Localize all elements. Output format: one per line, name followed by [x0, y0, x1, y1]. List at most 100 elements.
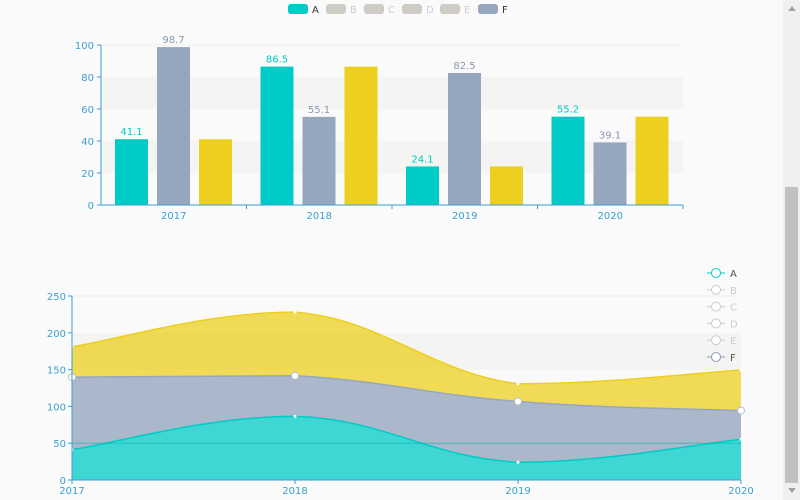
grid-band	[101, 141, 683, 173]
grid-band	[101, 109, 683, 141]
bar-a-2019[interactable]	[406, 166, 439, 205]
bar-data-label: 24.1	[411, 154, 433, 165]
legend-swatch-a	[288, 4, 308, 14]
legend-item-c[interactable]: C	[707, 301, 737, 314]
bar-f-2019[interactable]	[448, 73, 481, 205]
data-point[interactable]	[516, 460, 520, 464]
bar-chart: 41.1 86.5 24.1 55.2 98.7 55.1 82.5 39.1 0 20 40 60 8…	[75, 35, 684, 222]
bar-f-2020[interactable]	[593, 142, 627, 205]
x-tick-label: 2017	[59, 486, 84, 497]
legend-swatch-f	[478, 4, 498, 14]
legend-label: D	[730, 319, 738, 330]
y-tick-label: 0	[60, 476, 66, 487]
data-point[interactable]	[291, 371, 299, 380]
legend-circle-icon	[711, 301, 721, 312]
y-tick-label: 60	[81, 105, 94, 116]
y-tick-label: 80	[81, 73, 94, 84]
bar-data-label: 86.5	[266, 55, 288, 66]
legend-item-c[interactable]: C	[364, 4, 395, 16]
legend-item-a[interactable]: A	[707, 268, 737, 281]
bar-f-2017[interactable]	[157, 47, 190, 205]
legend-label: B	[730, 286, 737, 297]
y-tick-label: 40	[81, 137, 94, 148]
legend-label: C	[388, 5, 395, 16]
legend-label: A	[730, 269, 737, 280]
bar-unnamed-2019[interactable]	[490, 166, 523, 205]
y-tick-label: 100	[47, 402, 66, 413]
y-tick-label: 150	[47, 366, 66, 377]
x-tick-label: 2019	[505, 486, 530, 497]
y-tick-label: 200	[47, 329, 66, 340]
y-tick-label: 0	[88, 201, 94, 212]
scroll-down-arrow-icon[interactable]	[788, 488, 796, 493]
scrollbar-thumb[interactable]	[785, 187, 798, 483]
legend-label: D	[426, 5, 434, 16]
area-chart: 0 50 100 150 200 250 2017 2018 2019 2020	[47, 292, 754, 497]
legend-label: A	[312, 5, 319, 16]
legend-circle-icon	[711, 352, 721, 362]
x-tick-label: 2018	[307, 211, 332, 222]
top-legend: A B C D E F	[288, 4, 508, 16]
y-tick-label: 100	[75, 41, 94, 52]
legend-circle-icon	[711, 268, 721, 278]
legend-label: B	[350, 5, 357, 16]
legend-item-e[interactable]: E	[707, 335, 736, 348]
data-point[interactable]	[739, 437, 743, 441]
scrollbar[interactable]	[783, 0, 800, 500]
legend-swatch-e	[440, 4, 460, 14]
legend-item-d[interactable]: D	[402, 4, 434, 16]
bar-a-2020[interactable]	[551, 116, 585, 205]
area-f[interactable]	[72, 375, 741, 463]
legend-swatch-c	[364, 4, 384, 14]
legend-item-b[interactable]: B	[707, 284, 737, 297]
data-point[interactable]	[293, 310, 297, 314]
legend-item-b[interactable]: B	[326, 4, 357, 16]
bar-data-label: 82.5	[453, 61, 475, 72]
line-a	[71, 415, 742, 464]
x-tick-label: 2020	[598, 211, 623, 222]
legend-circle-icon	[711, 335, 721, 346]
line-unnamed	[71, 311, 742, 385]
x-tick-label: 2019	[452, 211, 477, 222]
legend-label: C	[730, 303, 737, 314]
scroll-up-arrow-icon[interactable]	[788, 6, 796, 11]
x-tick-label: 2017	[161, 211, 186, 222]
legend-swatch-b	[326, 4, 346, 14]
x-tick-label: 2018	[282, 486, 307, 497]
bar-data-label: 98.7	[162, 35, 184, 46]
bar-data-label: 39.1	[599, 130, 621, 141]
line-f	[71, 375, 742, 412]
bar-unnamed-2018[interactable]	[344, 66, 378, 205]
legend-item-f[interactable]: F	[478, 4, 508, 16]
legend-item-d[interactable]: D	[707, 318, 738, 331]
grid-band	[101, 45, 683, 77]
grid-band	[101, 77, 683, 109]
legend-circle-icon	[711, 318, 721, 329]
grid-band	[101, 173, 683, 205]
bar-unnamed-2020[interactable]	[635, 116, 669, 205]
area-unnamed[interactable]	[72, 312, 741, 411]
y-tick-label: 250	[47, 292, 66, 303]
data-point[interactable]	[514, 397, 522, 406]
legend-label: F	[502, 5, 508, 16]
x-tick-label: 2020	[728, 486, 753, 497]
area-a[interactable]	[72, 416, 741, 480]
data-point[interactable]	[739, 368, 743, 372]
y-tick-label: 20	[81, 169, 94, 180]
legend-swatch-d	[402, 4, 422, 14]
data-point[interactable]	[293, 414, 297, 418]
legend-label: E	[464, 5, 470, 16]
data-point[interactable]	[737, 406, 745, 415]
legend-item-a[interactable]: A	[288, 4, 319, 16]
bar-a-2017[interactable]	[115, 139, 148, 205]
data-point[interactable]	[516, 382, 520, 386]
bar-a-2018[interactable]	[260, 66, 294, 205]
legend-item-f[interactable]: F	[707, 352, 736, 365]
bar-f-2018[interactable]	[302, 116, 336, 205]
legend-circle-icon	[711, 284, 721, 295]
legend-item-e[interactable]: E	[440, 4, 470, 16]
legend-label: F	[730, 353, 736, 364]
bar-unnamed-2017[interactable]	[199, 139, 232, 205]
